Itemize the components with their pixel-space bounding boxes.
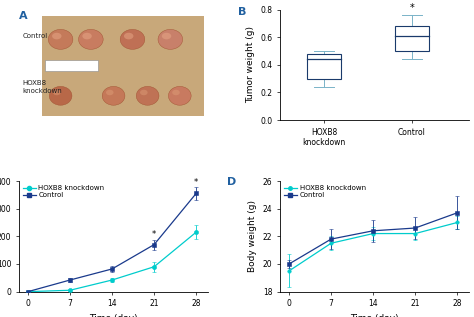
Y-axis label: Body weight (g): Body weight (g) [248, 200, 257, 272]
Ellipse shape [79, 29, 103, 49]
FancyBboxPatch shape [46, 61, 99, 71]
Ellipse shape [168, 87, 191, 105]
Legend: HOXB8 knockdown, Control: HOXB8 knockdown, Control [283, 184, 366, 199]
FancyBboxPatch shape [42, 16, 204, 116]
Text: Control: Control [23, 33, 48, 39]
Ellipse shape [158, 29, 182, 49]
Ellipse shape [48, 29, 73, 49]
Ellipse shape [53, 90, 61, 95]
Ellipse shape [172, 90, 180, 95]
Ellipse shape [124, 33, 133, 39]
Bar [395, 26, 429, 51]
Text: A: A [19, 10, 27, 21]
Text: *: * [152, 230, 156, 239]
Ellipse shape [136, 87, 159, 105]
Text: HOXB8
knockdown: HOXB8 knockdown [23, 80, 63, 94]
Text: *: * [194, 178, 198, 187]
Text: B: B [238, 7, 247, 17]
Y-axis label: Tumor weight (g): Tumor weight (g) [246, 26, 255, 103]
Ellipse shape [102, 87, 125, 105]
Legend: HOXB8 knockdown, Control: HOXB8 knockdown, Control [22, 184, 105, 199]
X-axis label: Time (day): Time (day) [89, 314, 138, 317]
Ellipse shape [52, 33, 62, 39]
Ellipse shape [106, 90, 114, 95]
Ellipse shape [120, 29, 145, 49]
Ellipse shape [140, 90, 147, 95]
Text: *: * [410, 3, 414, 13]
Ellipse shape [82, 33, 92, 39]
Ellipse shape [162, 33, 171, 39]
Bar [307, 54, 341, 79]
Ellipse shape [49, 87, 72, 105]
X-axis label: Time (day): Time (day) [350, 314, 399, 317]
Text: D: D [227, 177, 237, 187]
